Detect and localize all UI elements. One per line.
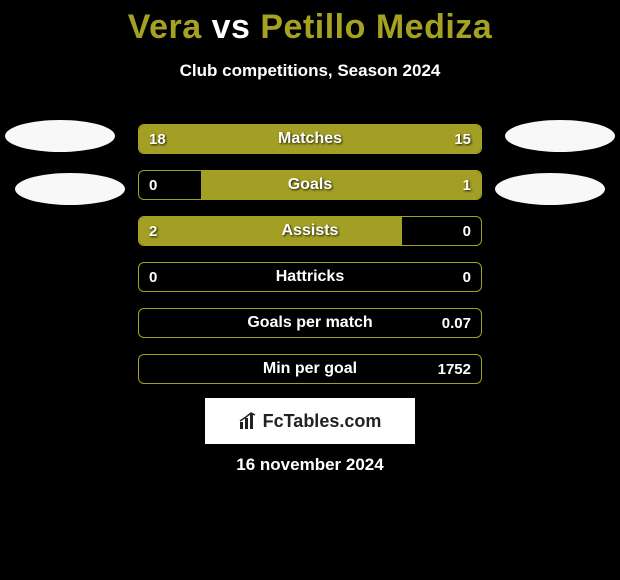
logo-text: FcTables.com xyxy=(263,411,382,432)
player2-avatar-top xyxy=(505,120,615,152)
player2-name: Petillo Mediza xyxy=(260,8,492,46)
date-label: 16 november 2024 xyxy=(0,455,620,475)
player1-avatar-bottom xyxy=(15,173,125,205)
stat-row: 18Matches15 xyxy=(138,124,482,154)
player1-name: Vera xyxy=(128,8,202,46)
stat-label: Goals xyxy=(139,171,481,199)
stat-row: 2Assists0 xyxy=(138,216,482,246)
bars-icon xyxy=(239,412,259,430)
stat-label: Goals per match xyxy=(139,309,481,337)
fctables-logo-box: FcTables.com xyxy=(205,398,415,444)
stat-right-value: 1752 xyxy=(428,355,481,383)
stat-label: Hattricks xyxy=(139,263,481,291)
stat-right-value: 15 xyxy=(444,125,481,153)
stat-row: Goals per match0.07 xyxy=(138,308,482,338)
subtitle: Club competitions, Season 2024 xyxy=(0,61,620,81)
fctables-logo: FcTables.com xyxy=(239,411,382,432)
stat-row: 0Goals1 xyxy=(138,170,482,200)
stat-right-value: 0 xyxy=(453,263,481,291)
stat-right-value: 0.07 xyxy=(432,309,481,337)
stats-bar-chart: 18Matches150Goals12Assists00Hattricks0Go… xyxy=(138,124,482,400)
stat-label: Assists xyxy=(139,217,481,245)
player2-avatar-bottom xyxy=(495,173,605,205)
stat-row: 0Hattricks0 xyxy=(138,262,482,292)
stat-row: Min per goal1752 xyxy=(138,354,482,384)
title-vs: vs xyxy=(212,8,251,46)
comparison-title: Vera vs Petillo Mediza xyxy=(0,0,620,47)
stat-label: Matches xyxy=(139,125,481,153)
stat-right-value: 1 xyxy=(453,171,481,199)
stat-right-value: 0 xyxy=(453,217,481,245)
player1-avatar-top xyxy=(5,120,115,152)
